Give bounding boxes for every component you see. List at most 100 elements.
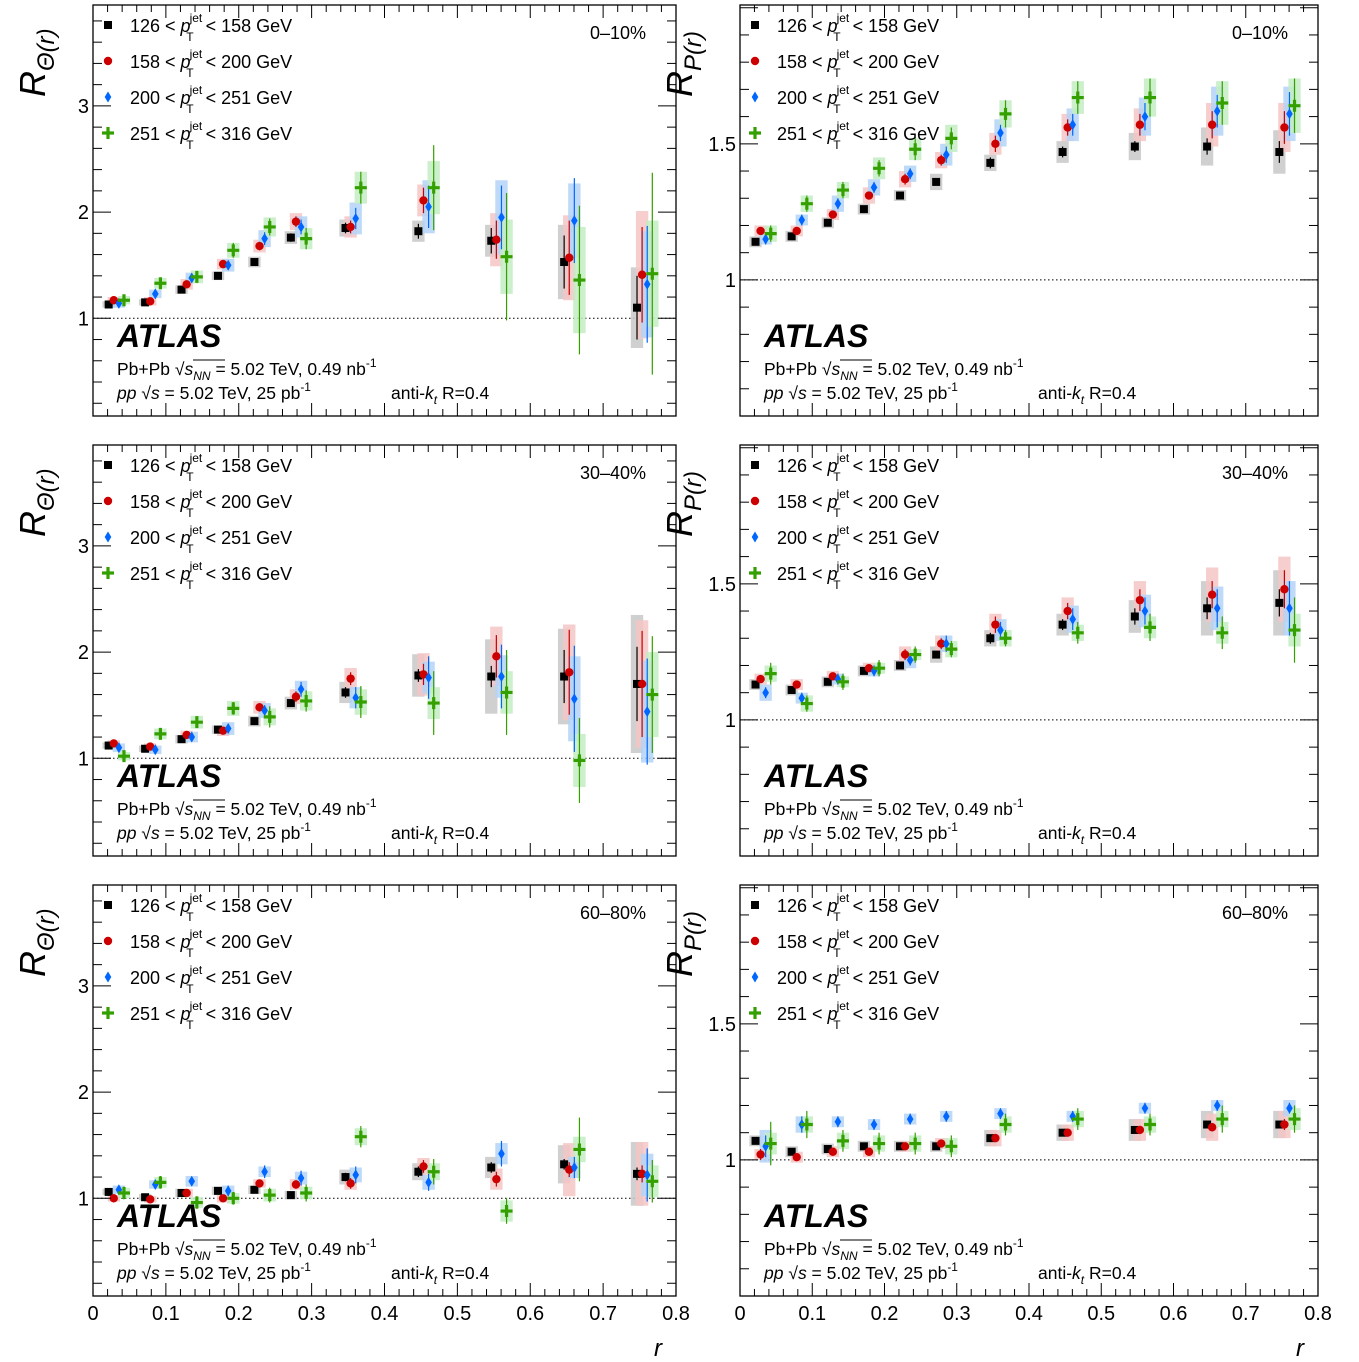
x-tick-label: 0.3 (298, 1303, 326, 1325)
data-point (1275, 1120, 1284, 1129)
data-point (1069, 613, 1077, 625)
sqrt-s: s (832, 359, 841, 379)
legend-entry: 158 < pjet T < 200 GeV (777, 927, 939, 960)
legend-marker (750, 56, 760, 66)
legend-t-sub: T (833, 66, 841, 80)
x-axis-label: r (654, 1335, 663, 1362)
data-point (255, 703, 264, 712)
data-point (498, 1148, 505, 1160)
data-point (1144, 91, 1157, 104)
legend-entry: 126 < pjet T < 158 GeV (130, 11, 292, 44)
centrality-label: 0–10% (590, 23, 646, 43)
data-point (571, 693, 578, 705)
data-point (182, 1188, 191, 1198)
legend-pt: p (180, 564, 191, 584)
x-tick-label: 0 (87, 1303, 98, 1325)
data-point (154, 727, 167, 740)
data-point (250, 258, 259, 267)
chart-panel-p-60-80: 0 0.1 0.2 0.3 0.4 0.5 0.6 0.7 0.8 1 1.5 RP(r) 60–80%… (659, 884, 1332, 1362)
data-point (500, 250, 513, 263)
legend-low: 251 < (130, 564, 181, 584)
algorithm-label: anti-kt R=0.4 (391, 383, 489, 407)
data-point (1216, 626, 1229, 639)
data-point (870, 1119, 878, 1131)
data-point (255, 1179, 264, 1188)
data-point (1288, 624, 1301, 637)
data-point (224, 1185, 232, 1197)
legend-low: 126 < (130, 456, 181, 476)
legend-jet-sup: jet (189, 559, 203, 573)
data-point (937, 1139, 946, 1148)
algo-k: k (425, 383, 435, 403)
data-point (573, 274, 586, 287)
y-tick-label: 1.5 (708, 574, 736, 596)
sqrt-s: s (832, 1239, 841, 1259)
data-point (487, 672, 496, 681)
data-point (646, 688, 659, 701)
data-point (346, 222, 355, 232)
legend-entry: 251 < pjet T < 316 GeV (130, 559, 292, 592)
algo-t: t (1081, 833, 1085, 847)
pp-suffix: = 5.02 TeV, 25 pb (807, 1263, 948, 1283)
sqrt-sign: √ (788, 1263, 798, 1283)
data-point (643, 706, 651, 718)
legend-high: < 158 GeV (201, 896, 293, 916)
legend-marker (104, 21, 112, 29)
data-point (1213, 1099, 1221, 1111)
data-point (1286, 1102, 1293, 1114)
algo-suffix: R=0.4 (437, 383, 489, 403)
legend-jet-sup: jet (189, 999, 203, 1013)
data-point (945, 643, 958, 656)
legend-pt: p (827, 1004, 838, 1024)
algorithm-label: anti-kt R=0.4 (391, 1263, 489, 1287)
sqrt-s: s (185, 1239, 194, 1259)
data-point (1063, 123, 1072, 132)
legend-t-sub: T (833, 506, 841, 520)
algo-suffix: R=0.4 (1084, 1263, 1136, 1283)
pp-conditions: pp √s = 5.02 TeV, 25 pb-1 (763, 820, 958, 843)
data-point (560, 258, 569, 267)
data-point (250, 717, 259, 726)
legend-entry: 158 < pjet T < 200 GeV (130, 487, 292, 520)
y-axis-label-main: R (12, 951, 53, 977)
y-axis-label-sub: Θ(r) (33, 908, 60, 951)
legend-pt: p (827, 896, 838, 916)
legend-pt: p (827, 932, 838, 952)
data-point (1144, 621, 1157, 634)
legend-marker (749, 1007, 761, 1019)
data-point (942, 638, 950, 650)
algo-prefix: anti- (391, 383, 425, 403)
pbpb-suffix: = 5.02 TeV, 0.49 nb (211, 359, 366, 379)
algo-prefix: anti- (1038, 383, 1072, 403)
legend-t-sub: T (833, 982, 841, 996)
data-point (751, 680, 760, 689)
pbpb-suffix: = 5.02 TeV, 0.49 nb (211, 1239, 366, 1259)
sqrt-s: s (798, 1263, 807, 1283)
data-point (492, 652, 501, 661)
legend-high: < 158 GeV (848, 16, 940, 36)
data-point (986, 158, 995, 167)
legend-high: < 158 GeV (201, 16, 293, 36)
legend-high: < 200 GeV (201, 52, 293, 72)
legend-entry: 200 < pjet T < 251 GeV (130, 83, 292, 116)
data-point (560, 672, 569, 681)
data-point (1275, 598, 1284, 607)
data-point (190, 270, 203, 283)
legend-jet-sup: jet (189, 927, 203, 941)
legend-high: < 316 GeV (848, 1004, 940, 1024)
legend-jet-sup: jet (189, 119, 203, 133)
data-point (1135, 595, 1145, 605)
data-point (427, 697, 440, 710)
data-point (190, 716, 203, 729)
legend-t-sub: T (186, 138, 194, 152)
legend-entry: 200 < pjet T < 251 GeV (777, 523, 939, 556)
data-point (250, 1185, 259, 1194)
legend-low: 158 < (130, 52, 181, 72)
legend-marker (104, 971, 112, 983)
lumi-exponent: -1 (1013, 1236, 1024, 1250)
legend-t-sub: T (833, 578, 841, 592)
legend-jet-sup: jet (189, 83, 203, 97)
data-point (261, 705, 268, 717)
data-point (751, 1136, 760, 1145)
